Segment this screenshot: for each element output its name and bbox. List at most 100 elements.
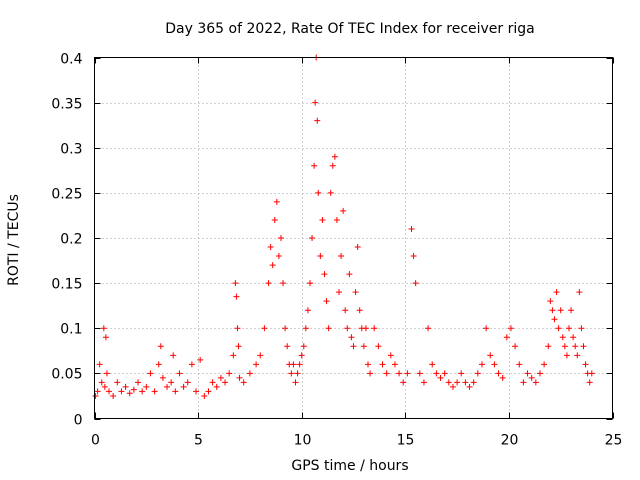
y-tick-label: 0.15	[51, 277, 82, 293]
data-point	[449, 383, 456, 390]
data-point	[420, 379, 427, 386]
data-point	[226, 370, 233, 377]
data-point	[478, 361, 485, 368]
data-point	[230, 352, 237, 359]
data-point	[213, 383, 220, 390]
data-point	[462, 379, 469, 386]
data-point	[557, 307, 564, 314]
data-point	[445, 379, 452, 386]
data-point	[306, 280, 313, 287]
data-point	[410, 253, 417, 260]
data-point	[271, 216, 278, 223]
data-point	[96, 361, 103, 368]
data-point	[327, 189, 334, 196]
data-point	[561, 343, 568, 350]
y-tick-label: 0.35	[51, 97, 82, 113]
data-point	[360, 343, 367, 350]
data-point	[98, 379, 105, 386]
data-point	[172, 388, 179, 395]
x-axis-label: GPS time / hours	[291, 458, 408, 474]
data-point	[528, 374, 535, 381]
data-point	[391, 361, 398, 368]
data-point	[110, 392, 117, 399]
data-point	[292, 379, 299, 386]
data-point	[350, 343, 357, 350]
grid-lines	[94, 57, 613, 419]
data-point	[269, 262, 276, 269]
data-point	[348, 334, 355, 341]
data-point	[547, 298, 554, 305]
data-point	[246, 370, 253, 377]
data-point	[155, 361, 162, 368]
data-point	[516, 361, 523, 368]
y-tick-label: 0.2	[60, 232, 82, 248]
data-point	[466, 383, 473, 390]
data-point	[304, 307, 311, 314]
y-tick-labels: 0 0.05 0.1 0.15 0.2 0.25 0.3 0.35 0.4	[51, 52, 82, 429]
data-point	[240, 379, 247, 386]
data-point	[311, 162, 318, 169]
data-point	[458, 370, 465, 377]
y-tick-label: 0	[74, 413, 83, 429]
data-point	[335, 289, 342, 296]
data-point	[139, 388, 146, 395]
data-point	[549, 307, 556, 314]
data-point	[367, 370, 374, 377]
data-point	[342, 307, 349, 314]
data-point	[94, 388, 101, 395]
x-tick-label: 25	[605, 433, 623, 449]
data-point	[217, 374, 224, 381]
data-point	[371, 325, 378, 332]
data-point	[555, 325, 562, 332]
data-point	[101, 383, 108, 390]
data-point	[209, 379, 216, 386]
data-point	[188, 361, 195, 368]
data-point	[122, 383, 129, 390]
data-point	[512, 343, 519, 350]
data-point	[524, 370, 531, 377]
data-point	[290, 361, 297, 368]
x-tick-labels: 0 5 10 15 20 25	[91, 433, 622, 449]
data-point	[331, 153, 338, 160]
data-point	[298, 352, 305, 359]
data-point	[580, 343, 587, 350]
data-point	[147, 370, 154, 377]
data-point	[201, 392, 208, 399]
data-point	[321, 271, 328, 278]
data-point	[375, 343, 382, 350]
data-point	[582, 361, 589, 368]
data-point	[300, 343, 307, 350]
data-point	[184, 379, 191, 386]
data-point	[118, 388, 125, 395]
data-point	[574, 352, 581, 359]
data-point	[408, 225, 415, 232]
x-tick-label: 0	[91, 433, 100, 449]
data-point	[429, 361, 436, 368]
data-point	[143, 383, 150, 390]
y-tick-label: 0.4	[60, 52, 82, 68]
y-tick-label: 0.3	[60, 142, 82, 158]
data-point	[507, 325, 514, 332]
data-point	[483, 325, 490, 332]
data-point	[578, 325, 585, 332]
data-point	[487, 352, 494, 359]
data-point	[541, 361, 548, 368]
data-point	[536, 370, 543, 377]
data-point	[441, 370, 448, 377]
data-point	[222, 379, 229, 386]
data-point	[553, 289, 560, 296]
data-point	[257, 352, 264, 359]
data-point	[275, 253, 282, 260]
data-point	[126, 390, 133, 397]
data-point	[280, 280, 287, 287]
data-point	[576, 289, 583, 296]
data-point	[396, 370, 403, 377]
data-point	[344, 325, 351, 332]
data-point	[404, 370, 411, 377]
data-point	[520, 379, 527, 386]
x-tick-label: 15	[397, 433, 415, 449]
x-tick-label: 20	[501, 433, 519, 449]
data-point	[346, 271, 353, 278]
data-point	[565, 325, 572, 332]
data-point	[288, 370, 295, 377]
